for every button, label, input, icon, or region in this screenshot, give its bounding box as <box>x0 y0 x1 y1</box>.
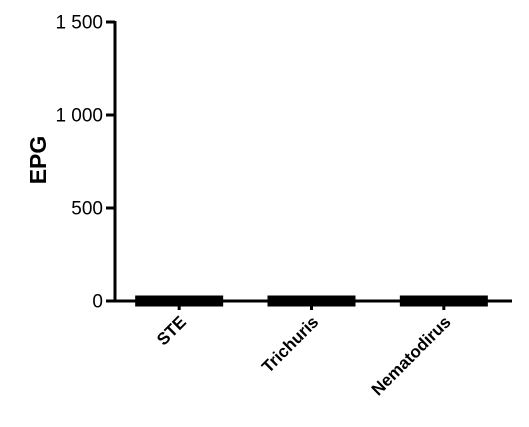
axes <box>106 20 512 310</box>
bar <box>135 295 224 307</box>
x-tick-label: Nematodirus <box>368 312 455 399</box>
labels: 0 500 1 000 1 500 EPG STE Trichuris Nematodirus <box>25 13 455 400</box>
bar <box>399 295 488 307</box>
x-tick-label: STE <box>153 312 190 349</box>
y-tick-label: 0 <box>92 292 103 313</box>
y-tick-label: 500 <box>71 199 103 220</box>
bar <box>267 295 356 307</box>
bars <box>135 295 488 307</box>
y-tick-label: 1 000 <box>55 106 103 127</box>
y-axis-title: EPG <box>25 136 51 185</box>
y-tick-label: 1 500 <box>55 13 103 34</box>
x-tick-label: Trichuris <box>258 312 322 376</box>
